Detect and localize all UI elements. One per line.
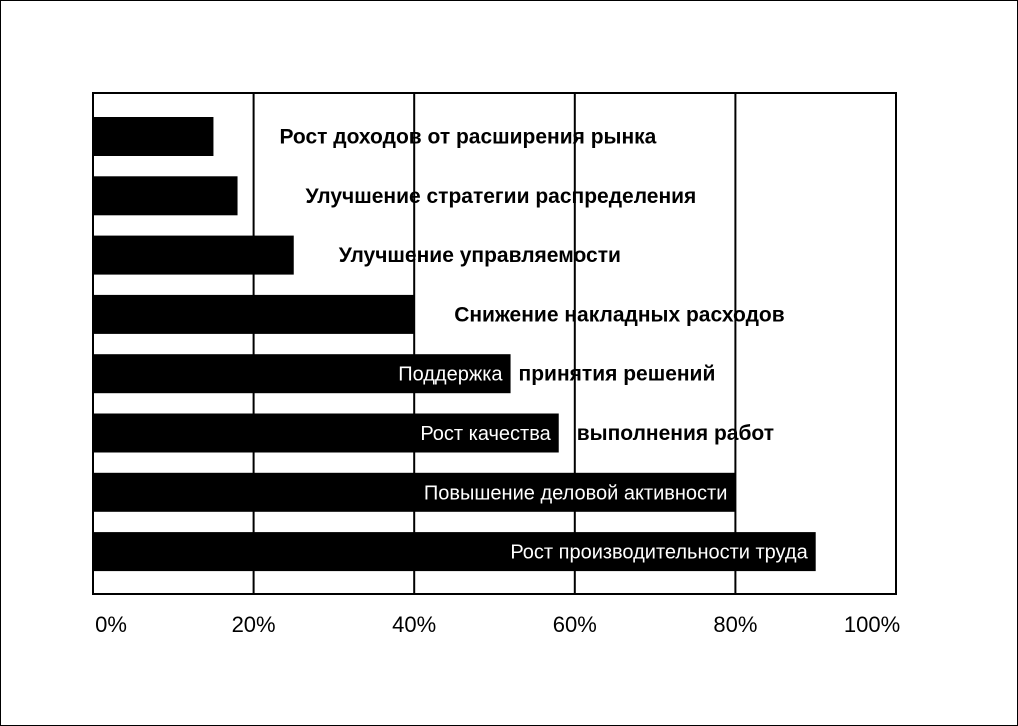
bar-labels: Рост доходов от расширения рынка Улучшени… [279, 126, 808, 564]
bar-5 [93, 354, 511, 394]
x-tick-label-80: 80% [713, 612, 757, 637]
bar-7 [93, 472, 736, 512]
plot-area-border [92, 92, 897, 595]
bar-label-inside-6: Рост качества [420, 423, 551, 445]
bar-3 [93, 235, 294, 275]
bar-label-1: Рост доходов от расширения рынка [279, 126, 656, 149]
bar-2 [93, 176, 238, 216]
grid-lines [252, 93, 737, 594]
bar-1 [93, 117, 214, 156]
bars [93, 117, 816, 572]
bar-label-inside-7: Повышение деловой активности [424, 482, 728, 504]
x-tick-label-20: 20% [232, 612, 276, 637]
x-tick-label-0: 0% [95, 612, 127, 637]
bar-8 [93, 532, 816, 572]
bar-label-4: Снижение накладных расходов [454, 303, 785, 326]
bar-4 [93, 294, 415, 334]
x-tick-label-100: 100% [844, 612, 900, 637]
x-tick-label-60: 60% [553, 612, 597, 637]
x-axis-tick-labels: 0% 20% 40% 60% 80% 100% [95, 612, 900, 637]
bar-label-6: выполнения работ [577, 422, 774, 445]
bar-label-inside-5: Поддержка [398, 364, 503, 386]
bar-label-inside-8: Рост производительности труда [510, 542, 808, 564]
x-tick-label-40: 40% [392, 612, 436, 637]
bar-6 [93, 413, 559, 453]
bar-label-3: Улучшение управляемости [339, 244, 621, 267]
bar-label-5: принятия решений [519, 363, 716, 386]
bar-label-2: Улучшение стратегии распределения [306, 185, 697, 208]
